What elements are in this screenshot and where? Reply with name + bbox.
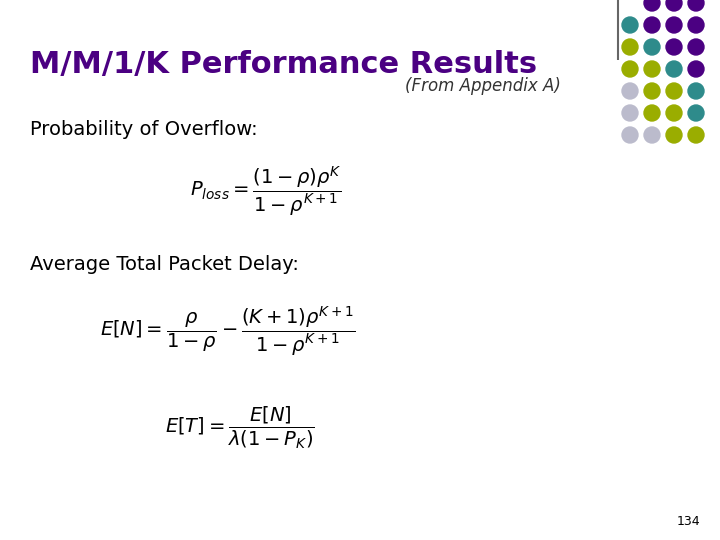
Circle shape — [644, 127, 660, 143]
Text: M/M/1/K Performance Results: M/M/1/K Performance Results — [30, 50, 537, 79]
Circle shape — [644, 0, 660, 11]
Circle shape — [622, 83, 638, 99]
Circle shape — [666, 127, 682, 143]
Text: (From Appendix A): (From Appendix A) — [405, 77, 561, 95]
Circle shape — [688, 127, 704, 143]
Circle shape — [688, 17, 704, 33]
Circle shape — [622, 17, 638, 33]
Circle shape — [622, 105, 638, 121]
Circle shape — [622, 61, 638, 77]
Circle shape — [644, 17, 660, 33]
Circle shape — [666, 39, 682, 55]
Text: $P_{loss} = \dfrac{(1-\rho)\rho^{K}}{1-\rho^{K+1}}$: $P_{loss} = \dfrac{(1-\rho)\rho^{K}}{1-\… — [190, 165, 342, 219]
Text: $E[N] = \dfrac{\rho}{1-\rho} - \dfrac{(K+1)\rho^{K+1}}{1-\rho^{K+1}}$: $E[N] = \dfrac{\rho}{1-\rho} - \dfrac{(K… — [100, 305, 356, 359]
Circle shape — [666, 61, 682, 77]
Circle shape — [666, 0, 682, 11]
Circle shape — [666, 17, 682, 33]
Text: Probability of Overflow:: Probability of Overflow: — [30, 120, 258, 139]
Circle shape — [666, 83, 682, 99]
Circle shape — [666, 105, 682, 121]
Circle shape — [622, 127, 638, 143]
Circle shape — [644, 39, 660, 55]
Circle shape — [644, 61, 660, 77]
Text: Average Total Packet Delay:: Average Total Packet Delay: — [30, 255, 299, 274]
Text: $E[T] = \dfrac{E[N]}{\lambda(1-P_K)}$: $E[T] = \dfrac{E[N]}{\lambda(1-P_K)}$ — [165, 405, 315, 451]
Circle shape — [688, 39, 704, 55]
Circle shape — [622, 39, 638, 55]
Circle shape — [688, 105, 704, 121]
Text: 134: 134 — [676, 515, 700, 528]
Circle shape — [644, 105, 660, 121]
Circle shape — [688, 0, 704, 11]
Circle shape — [644, 83, 660, 99]
Circle shape — [688, 83, 704, 99]
Circle shape — [688, 61, 704, 77]
